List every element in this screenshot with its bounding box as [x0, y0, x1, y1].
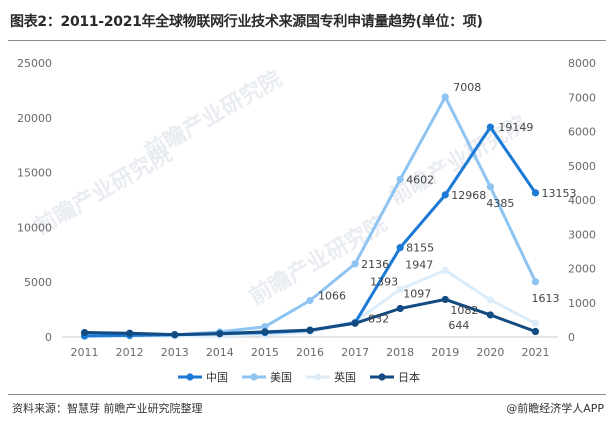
series-point-2 — [396, 285, 404, 293]
series-point-0 — [441, 191, 449, 199]
right-axis-tick-label: 6000 — [568, 126, 596, 139]
x-axis-tick-label: 2013 — [161, 346, 189, 359]
series-point-3 — [396, 304, 404, 313]
right-axis-tick-label: 5000 — [568, 160, 596, 173]
series-point-1 — [441, 93, 449, 101]
series-point-1 — [351, 260, 359, 268]
series-point-0 — [396, 244, 404, 252]
left-axis-tick-label: 5000 — [24, 276, 52, 289]
chart-lines — [80, 93, 540, 341]
series-point-1 — [531, 278, 540, 286]
brand-credit: @前瞻经济学人APP — [506, 402, 604, 415]
right-axis-tick-label: 7000 — [568, 91, 596, 104]
data-label: 1613 — [531, 292, 559, 305]
footer-divider — [8, 394, 606, 395]
series-point-1 — [261, 323, 269, 331]
data-label: 1082 — [450, 304, 478, 317]
legend-swatch-point — [378, 373, 386, 381]
left-axis-tick-label: 25000 — [17, 57, 52, 70]
data-label: 1097 — [403, 287, 431, 300]
left-axis-tick-label: 20000 — [17, 112, 52, 125]
series-point-1 — [396, 175, 404, 183]
x-axis-tick-label: 2014 — [206, 346, 234, 359]
series-point-1 — [306, 296, 314, 305]
chart-axes: 0 5000 10000 15000 20000 25000 0 1000 2000 3000 40… — [17, 57, 596, 359]
series-point-1 — [486, 183, 494, 191]
series-point-0 — [486, 123, 494, 131]
legend-label: 美国 — [270, 371, 292, 384]
data-label: 1947 — [405, 258, 433, 271]
series-point-3 — [126, 329, 134, 337]
data-label: 1066 — [318, 289, 346, 302]
chart-data-labels: 8155 12968 19149 13153 1066 2136 4602 7008 4385 1… — [318, 81, 576, 332]
right-axis-tick-label: 0 — [568, 331, 575, 344]
chart-title: 图表2：2011-2021年全球物联网行业技术来源国专利申请量趋势(单位：项) — [10, 14, 483, 30]
series-point-2 — [486, 296, 494, 304]
x-axis-tick-label: 2019 — [431, 346, 459, 359]
legend-swatch-point — [314, 373, 322, 381]
series-point-3 — [306, 326, 314, 334]
right-axis-tick-label: 8000 — [568, 57, 596, 70]
legend-swatch-point — [186, 373, 194, 381]
left-axis-tick-label: 10000 — [17, 221, 52, 234]
x-axis-tick-label: 2016 — [296, 346, 324, 359]
series-point-3 — [486, 311, 494, 319]
series-point-2 — [531, 319, 540, 327]
x-axis-tick-label: 2017 — [341, 346, 369, 359]
left-axis-tick-label: 15000 — [17, 167, 52, 180]
series-point-3 — [531, 327, 540, 336]
x-axis-tick-label: 2012 — [116, 346, 144, 359]
data-label: 12968 — [451, 189, 486, 202]
series-point-2 — [441, 266, 449, 274]
series-point-0 — [531, 189, 540, 197]
legend-label: 中国 — [206, 371, 228, 384]
data-label: 8155 — [406, 242, 434, 255]
data-label: 2136 — [361, 258, 389, 271]
legend-label: 英国 — [334, 370, 356, 384]
x-axis-tick-label: 2021 — [521, 346, 549, 359]
series-point-3 — [171, 331, 179, 339]
source-note: 资料来源：智慧芽 前瞻产业研究院整理 — [12, 402, 203, 415]
chart-legend: 中国 美国 英国 日本 — [178, 370, 420, 384]
series-point-3 — [261, 328, 269, 336]
x-axis-tick-label: 2020 — [476, 346, 504, 359]
data-label: 4602 — [406, 173, 434, 186]
left-axis-tick-label: 0 — [45, 331, 52, 344]
data-label: 644 — [448, 319, 469, 332]
data-label: 7008 — [453, 81, 481, 94]
series-point-3 — [216, 329, 224, 338]
legend-label: 日本 — [398, 370, 420, 384]
data-label: 4385 — [486, 197, 514, 210]
data-label: 13153 — [541, 187, 576, 200]
series-point-3 — [351, 319, 359, 327]
x-axis-tick-label: 2015 — [251, 346, 279, 359]
right-axis-tick-label: 3000 — [568, 228, 596, 241]
data-label: 19149 — [498, 121, 533, 134]
watermark-text: 前瞻产业研究院 — [140, 66, 286, 166]
right-axis-tick-label: 1000 — [568, 297, 596, 310]
title-divider — [8, 40, 606, 41]
data-label: 832 — [368, 313, 389, 326]
series-point-3 — [80, 328, 89, 337]
x-axis-tick-label: 2011 — [71, 346, 99, 359]
series-point-3 — [441, 295, 449, 304]
x-axis-tick-label: 2018 — [386, 346, 414, 359]
right-axis-tick-label: 2000 — [568, 263, 596, 276]
data-label: 1393 — [370, 275, 398, 288]
legend-swatch-point — [250, 373, 258, 381]
right-axis-tick-label: 4000 — [568, 194, 596, 207]
